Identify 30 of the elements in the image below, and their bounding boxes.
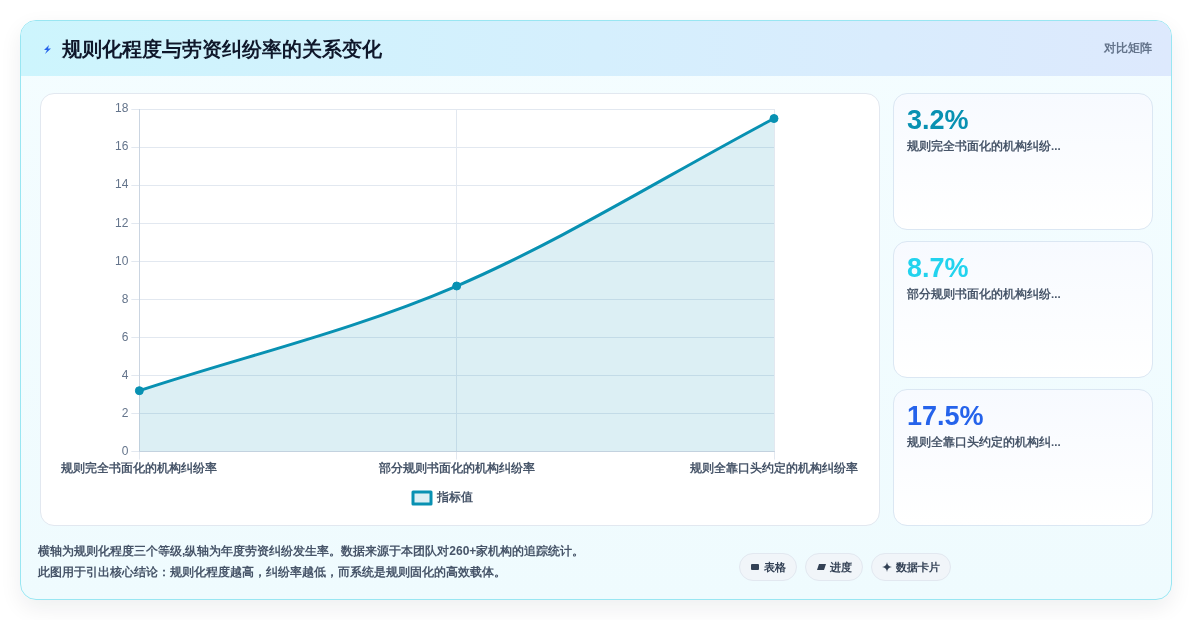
- pill-button[interactable]: 数据卡片: [871, 553, 951, 581]
- category-label: 部分规则书面化的机构纠纷...: [907, 287, 1061, 302]
- chart-title: 规则化程度与劳资纠纷率的关系变化: [62, 37, 382, 61]
- text: 此图用于引出核心结论：规则化程度越高，纠纷率越低，而系统是规则固化的高效载体。: [38, 564, 506, 580]
- y-tick-label: 18: [114, 101, 129, 116]
- y-tick-label: 0: [121, 443, 129, 458]
- category-label: 规则全靠口头约定的机构纠...: [907, 435, 1061, 450]
- x-tick-label: 规则全靠口头约定的机构纠纷率: [689, 461, 858, 476]
- y-tick-label: 4: [121, 367, 129, 382]
- point: [452, 281, 462, 291]
- y-tick-label: 14: [114, 177, 129, 192]
- y-tick-label: 12: [114, 215, 129, 230]
- point: [134, 386, 144, 396]
- category-label: 规则完全书面化的机构纠纷...: [907, 139, 1061, 154]
- pill-button[interactable]: 表格: [739, 553, 797, 581]
- y-tick-label: 16: [114, 139, 129, 154]
- y-tick-label: 10: [114, 253, 129, 268]
- text: 8.7%: [907, 253, 969, 283]
- y-tick-label: 8: [121, 291, 129, 306]
- text: 3.2%: [907, 105, 969, 135]
- legend-label: 指标值: [436, 490, 473, 505]
- text: 横轴为规则化程度三个等级,纵轴为年度劳资纠纷发生率。数据来源于本团队对260+家机构的追踪统计。: [38, 543, 585, 559]
- y-tick-label: 2: [121, 405, 129, 420]
- x-tick-label: 规则完全书面化的机构纠纷率: [60, 461, 218, 476]
- y-tick-label: 6: [121, 329, 129, 344]
- text: 17.5%: [907, 401, 984, 431]
- x-tick-label: 部分规则书面化的机构纠纷率: [377, 461, 535, 476]
- pill-button[interactable]: 进度: [805, 553, 863, 581]
- point: [769, 114, 779, 124]
- text: 对比矩阵: [1104, 40, 1152, 56]
